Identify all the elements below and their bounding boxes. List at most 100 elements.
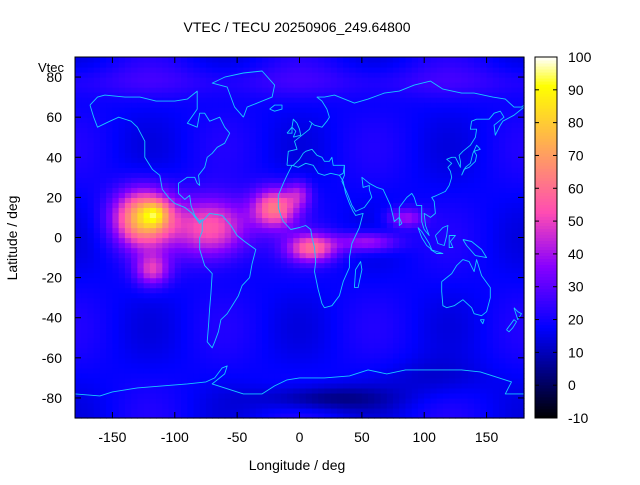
heatmap-cell (112, 172, 120, 178)
heatmap-cell (156, 237, 163, 244)
heatmap-cell (336, 147, 344, 153)
heatmap-cell (287, 92, 294, 98)
heatmap-cell (386, 277, 394, 284)
heatmap-cell (330, 212, 338, 219)
heatmap-cell (430, 412, 438, 419)
heatmap-cell (131, 162, 138, 168)
heatmap-cell (249, 302, 257, 309)
heatmap-cell (355, 277, 363, 284)
heatmap-cell (93, 372, 101, 379)
heatmap-cell (480, 312, 488, 319)
heatmap-cell (467, 412, 475, 419)
heatmap-cell (149, 122, 157, 128)
heatmap-cell (361, 237, 369, 244)
heatmap-cell (311, 342, 319, 349)
heatmap-cell (118, 82, 126, 88)
heatmap-cell (480, 407, 488, 414)
heatmap-cell (368, 182, 375, 188)
heatmap-cell (499, 67, 506, 73)
heatmap-cell (274, 177, 282, 183)
heatmap-cell (237, 122, 244, 128)
heatmap-cell (118, 262, 126, 269)
heatmap-cell (380, 392, 388, 399)
heatmap-cell (99, 352, 107, 359)
heatmap-cell (243, 77, 251, 83)
heatmap-cell (218, 187, 226, 193)
heatmap-cell (237, 142, 244, 148)
heatmap-cell (249, 132, 257, 138)
heatmap-cell (181, 362, 188, 369)
heatmap-cell (249, 402, 257, 409)
heatmap-cell (411, 382, 419, 389)
heatmap-cell (417, 117, 425, 123)
heatmap-cell (299, 392, 307, 399)
heatmap-cell (492, 102, 500, 108)
heatmap-cell (287, 147, 294, 153)
heatmap-cell (499, 77, 506, 83)
heatmap-cell (205, 357, 213, 364)
heatmap-cell (355, 237, 363, 244)
heatmap-cell (486, 347, 494, 354)
heatmap-cell (380, 337, 388, 344)
heatmap-cell (262, 322, 269, 329)
heatmap-cell (461, 232, 469, 239)
heatmap-cell (112, 207, 120, 214)
heatmap-cell (112, 147, 120, 153)
heatmap-cell (87, 337, 95, 344)
heatmap-cell (249, 307, 257, 314)
heatmap-cell (156, 377, 163, 384)
heatmap-cell (349, 352, 357, 359)
heatmap-cell (430, 187, 438, 193)
heatmap-cell (187, 397, 195, 404)
heatmap-cell (436, 327, 444, 334)
heatmap-cell (436, 237, 444, 244)
heatmap-cell (255, 327, 263, 334)
heatmap-cell (199, 137, 207, 143)
heatmap-cell (499, 92, 506, 98)
heatmap-cell (262, 237, 269, 244)
heatmap-cell (311, 167, 319, 173)
heatmap-cell (324, 337, 332, 344)
heatmap-cell (168, 272, 176, 279)
heatmap-cell (442, 347, 450, 354)
heatmap-cell (355, 67, 363, 73)
heatmap-cell (93, 72, 101, 78)
heatmap-cell (324, 87, 332, 93)
heatmap-cell (361, 207, 369, 214)
heatmap-cell (218, 272, 226, 279)
heatmap-cell (93, 102, 101, 108)
heatmap-cell (492, 297, 500, 304)
heatmap-cell (299, 242, 307, 249)
heatmap-cell (81, 92, 89, 98)
heatmap-cell (168, 387, 176, 394)
heatmap-cell (455, 207, 463, 214)
heatmap-cell (336, 222, 344, 229)
heatmap-cell (212, 302, 220, 309)
heatmap-cell (449, 197, 457, 203)
heatmap-cell (436, 87, 444, 93)
heatmap-cell (405, 142, 413, 148)
heatmap-cell (99, 272, 107, 279)
heatmap-cell (417, 297, 425, 304)
heatmap-cell (212, 92, 220, 98)
heatmap-cell (168, 72, 176, 78)
heatmap-cell (205, 87, 213, 93)
heatmap-cell (324, 292, 332, 299)
heatmap-cell (461, 297, 469, 304)
heatmap-cell (299, 247, 307, 254)
heatmap-cell (262, 212, 269, 219)
heatmap-cell (174, 132, 182, 138)
heatmap-cell (237, 57, 244, 63)
heatmap-cell (255, 92, 263, 98)
heatmap-cell (212, 327, 220, 334)
heatmap-cell (112, 167, 120, 173)
y-axis-label: Latitude / deg (4, 196, 20, 281)
heatmap-cell (181, 167, 188, 173)
heatmap-cell (87, 212, 95, 219)
heatmap-cell (424, 232, 432, 239)
heatmap-cell (505, 317, 513, 324)
heatmap-cell (299, 167, 307, 173)
heatmap-cell (199, 72, 207, 78)
heatmap-cell (374, 302, 382, 309)
heatmap-cell (274, 267, 282, 274)
